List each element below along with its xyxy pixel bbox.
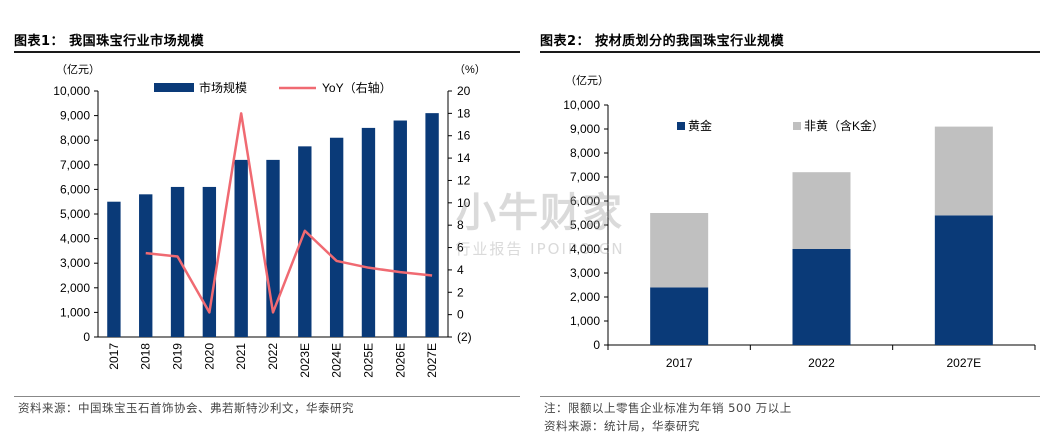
market-size-bar <box>329 137 344 337</box>
right-chart-panel: 图表2： 按材质划分的我国珠宝行业规模 10,000 9,000 8,000 7,00… <box>540 0 1040 443</box>
x-tick-label: 2027E <box>946 356 981 370</box>
left-y-tick-label: 8,000 <box>60 133 90 147</box>
non-gold-bar-segment <box>934 126 993 216</box>
x-tick-label: 2024E <box>330 343 344 378</box>
x-tick-label: 2022 <box>808 356 835 370</box>
gold-bar-segment <box>650 287 709 345</box>
left-chart-title: 图表1： 我国珠宝行业市场规模 <box>14 34 205 49</box>
left-y-tick-label: 2,000 <box>60 281 90 295</box>
right-y-tick-label: 6 <box>457 241 464 255</box>
right-footnote: 注：限额以上零售企业标准为年销 500 万以上 <box>544 401 792 415</box>
market-size-bar <box>425 113 439 337</box>
left-y-tick-label: 10,000 <box>53 84 90 98</box>
non-gold-bar-segment <box>650 213 709 288</box>
left-y-tick-label: 5,000 <box>60 207 90 221</box>
y-tick-label: 10,000 <box>563 98 600 112</box>
market-size-bar <box>107 201 121 337</box>
left-y-tick-label: 1,000 <box>60 305 90 319</box>
legend-label-yoy: YoY（右轴） <box>322 80 392 95</box>
y-tick-label: 1,000 <box>570 314 600 328</box>
legend-swatch-non-gold <box>793 122 801 130</box>
market-size-bar <box>202 186 217 337</box>
left-y-tick-label: 0 <box>83 330 90 344</box>
right-chart-title: 图表2： 按材质划分的我国珠宝行业规模 <box>540 34 785 49</box>
y-tick-label: 9,000 <box>570 122 600 136</box>
x-tick-label: 2020 <box>202 343 216 370</box>
legend-label-gold: 黄金 <box>688 118 712 133</box>
legend-swatch-market-size <box>154 83 194 92</box>
x-tick-label: 2019 <box>171 343 185 370</box>
x-tick-label: 2026E <box>393 343 407 378</box>
x-tick-label: 2023E <box>298 343 312 378</box>
y-tick-label: 7,000 <box>570 170 600 184</box>
left-source-rule <box>14 396 520 397</box>
left-y-tick-label: 4,000 <box>60 232 90 246</box>
market-size-bar <box>170 186 185 337</box>
market-size-bar <box>234 159 248 337</box>
non-gold-bar-segment <box>792 172 851 249</box>
y-tick-label: 2,000 <box>570 290 600 304</box>
x-tick-label: 2017 <box>666 356 693 370</box>
right-y-tick-label: 18 <box>457 106 471 120</box>
right-source-rule <box>540 396 1040 397</box>
left-y-unit-label: （亿元） <box>56 63 100 76</box>
left-title-rule <box>14 51 520 53</box>
right-y-tick-label: 10 <box>457 196 471 210</box>
left-y-tick-label: 6,000 <box>60 182 90 196</box>
right-y-tick-label: 14 <box>457 151 471 165</box>
x-tick-label: 2022 <box>266 343 280 370</box>
market-size-bar <box>139 194 153 337</box>
y-tick-label: 0 <box>593 338 600 352</box>
right-y-tick-label: 0 <box>457 308 464 322</box>
left-source-note: 资料来源：中国珠宝玉石首饰协会、弗若斯特沙利文，华泰研究 <box>18 401 354 415</box>
y-tick-label: 3,000 <box>570 266 600 280</box>
legend-label-market-size: 市场规模 <box>199 80 247 95</box>
right-y-tick-label: 4 <box>457 263 464 277</box>
market-size-chart: 10,000 9,000 8,000 7,000 6,000 5,000 4,000 3,00… <box>53 63 486 378</box>
yoy-line <box>145 112 433 314</box>
left-y-tick-label: 7,000 <box>60 158 90 172</box>
right-y-tick-label: 8 <box>457 218 464 232</box>
right-y-unit-label: （%） <box>454 63 486 76</box>
y-tick-label: 5,000 <box>570 218 600 232</box>
y-tick-label: 4,000 <box>570 242 600 256</box>
right-y-tick-label: (2) <box>457 330 472 344</box>
y-unit-label: （亿元） <box>565 74 609 87</box>
gold-bar-segment <box>792 249 851 345</box>
x-tick-label: 2021 <box>234 343 248 370</box>
gold-bar-segment <box>934 215 993 345</box>
right-y-tick-label: 12 <box>457 173 471 187</box>
y-tick-label: 8,000 <box>570 146 600 160</box>
legend-label-non-gold: 非黄（含K金） <box>804 118 884 133</box>
x-tick-label: 2017 <box>107 343 121 370</box>
market-size-bar <box>361 127 376 338</box>
left-chart-panel: 图表1： 我国珠宝行业市场规模 10,000 9,000 8,000 7,000 6,0… <box>14 0 520 443</box>
right-source-note: 资料来源：统计局，华泰研究 <box>544 419 700 433</box>
right-y-tick-label: 2 <box>457 285 464 299</box>
material-split-chart: 10,000 9,000 8,000 7,000 6,000 5,000 4,000 3,00… <box>563 74 1036 370</box>
x-tick-label: 2018 <box>139 343 153 370</box>
x-tick-label: 2027E <box>425 343 439 378</box>
left-y-tick-label: 9,000 <box>60 109 90 123</box>
market-size-bar <box>393 120 407 338</box>
legend-swatch-gold <box>677 122 685 130</box>
y-tick-label: 6,000 <box>570 194 600 208</box>
market-size-bar <box>298 146 312 337</box>
left-y-tick-label: 3,000 <box>60 256 90 270</box>
right-y-tick-label: 20 <box>457 84 471 98</box>
right-title-rule <box>540 51 1040 53</box>
right-y-tick-label: 16 <box>457 129 471 143</box>
x-tick-label: 2025E <box>361 343 375 378</box>
